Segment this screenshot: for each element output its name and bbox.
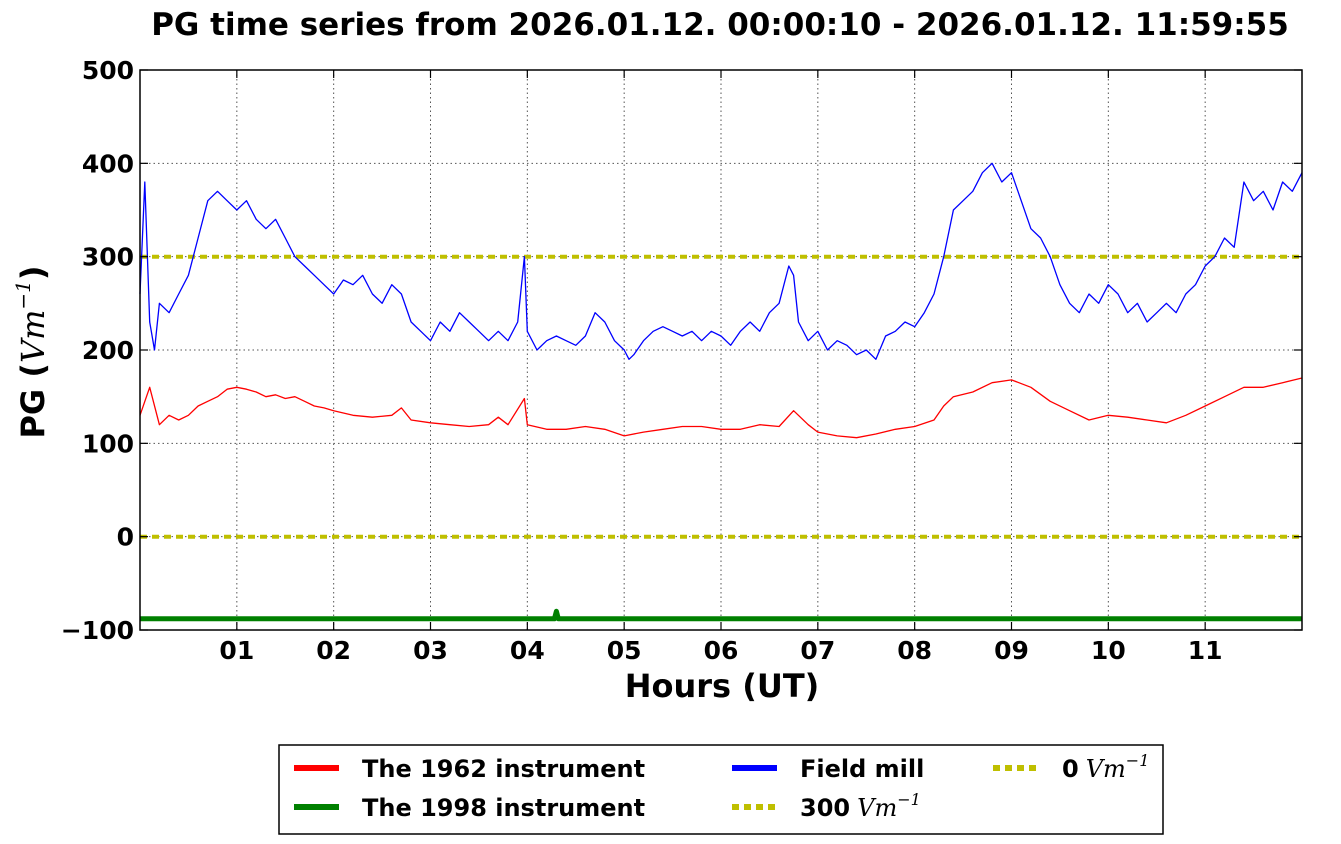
- x-tick-label: 07: [800, 636, 835, 665]
- legend-label-0-value: 0: [1062, 755, 1079, 783]
- axis-ticks: 01 02 03 04 05 06 07 08 09 10 11 −100 0 100 200 300 400 5…: [61, 56, 1302, 665]
- x-axis-label: Hours (UT): [625, 667, 820, 705]
- y-tick-label: 500: [82, 56, 134, 85]
- legend-label-300-unit: Vm: [857, 794, 897, 822]
- series-line-field-mill: [139, 162, 1303, 360]
- x-tick-label: 10: [1091, 636, 1126, 665]
- y-tick-label: 0: [117, 523, 134, 552]
- legend-box: [278, 744, 1164, 835]
- y-axis-label-suffix: ): [14, 265, 52, 280]
- series-line-the-1962-instrument: [139, 377, 1303, 439]
- y-tick-label: 100: [82, 429, 134, 458]
- series-line-the-1998-instrument: [140, 608, 1302, 622]
- grid-lines: [140, 70, 1302, 630]
- x-tick-label: 05: [607, 636, 642, 665]
- x-tick-label: 06: [704, 636, 739, 665]
- legend-label-0-exp: −1: [1126, 751, 1150, 770]
- x-tick-label: 04: [510, 636, 545, 665]
- y-axis-label-prefix: PG (: [14, 363, 52, 438]
- plot-area-series: [139, 162, 1303, 622]
- legend-label-1998: The 1998 instrument: [362, 794, 645, 822]
- legend: The 1962 instrument The 1998 instrument …: [278, 744, 1164, 835]
- y-axis-label-unit: Vm: [14, 310, 52, 363]
- x-tick-label: 09: [994, 636, 1029, 665]
- x-tick-label: 11: [1188, 636, 1223, 665]
- x-tick-label: 03: [413, 636, 448, 665]
- y-axis-label: PG (Vm−1): [11, 265, 52, 438]
- legend-label-300-exp: −1: [897, 790, 921, 809]
- y-tick-label: −100: [61, 616, 134, 645]
- y-tick-label: 300: [82, 243, 134, 272]
- legend-label-1962: The 1962 instrument: [362, 755, 645, 783]
- legend-label-300: 300 Vm−1: [800, 790, 921, 822]
- x-tick-label: 08: [897, 636, 932, 665]
- chart-title: PG time series from 2026.01.12. 00:00:10…: [151, 7, 1289, 43]
- legend-label-0: 0 Vm−1: [1062, 751, 1149, 783]
- legend-label-field-mill: Field mill: [800, 755, 924, 783]
- x-tick-label: 02: [316, 636, 351, 665]
- y-axis-label-exponent: −1: [11, 280, 35, 309]
- legend-label-0-unit: Vm: [1086, 755, 1126, 783]
- legend-label-300-value: 300: [800, 794, 850, 822]
- x-tick-label: 01: [219, 636, 254, 665]
- y-tick-label: 200: [82, 336, 134, 365]
- y-tick-label: 400: [82, 149, 134, 178]
